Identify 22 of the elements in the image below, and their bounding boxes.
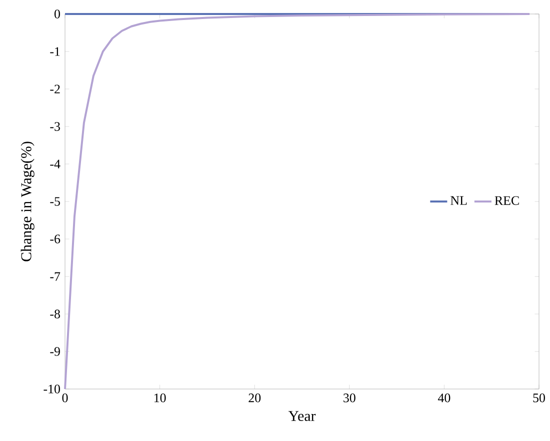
y-axis-title: Change in Wage(%) bbox=[20, 142, 34, 262]
y-tick-label: -7 bbox=[50, 272, 60, 281]
y-tick-label: -5 bbox=[50, 197, 60, 206]
x-tick-label: 50 bbox=[533, 394, 545, 402]
x-tick-label: 30 bbox=[344, 394, 356, 402]
x-tick-label: 0 bbox=[62, 394, 68, 402]
line-series bbox=[64, 12, 531, 390]
y-tick-label: 0 bbox=[54, 10, 60, 18]
legend-label: REC bbox=[494, 196, 519, 205]
y-tick-label: -3 bbox=[50, 122, 60, 131]
y-tick-label: -8 bbox=[50, 310, 60, 318]
x-tick-label: 40 bbox=[438, 394, 450, 402]
y-tick-label: -2 bbox=[50, 84, 60, 94]
x-axis-title: Year bbox=[288, 411, 316, 422]
y-tick-label: -1 bbox=[50, 47, 60, 56]
y-tick-label: -9 bbox=[50, 347, 60, 356]
legend-label: NL bbox=[450, 196, 467, 205]
x-tick-label: 20 bbox=[248, 394, 261, 402]
x-tick-label: 10 bbox=[154, 394, 166, 402]
y-tick-label: -6 bbox=[50, 234, 60, 244]
y-tick-label: -4 bbox=[50, 160, 60, 168]
y-tick-label: -10 bbox=[44, 384, 60, 394]
